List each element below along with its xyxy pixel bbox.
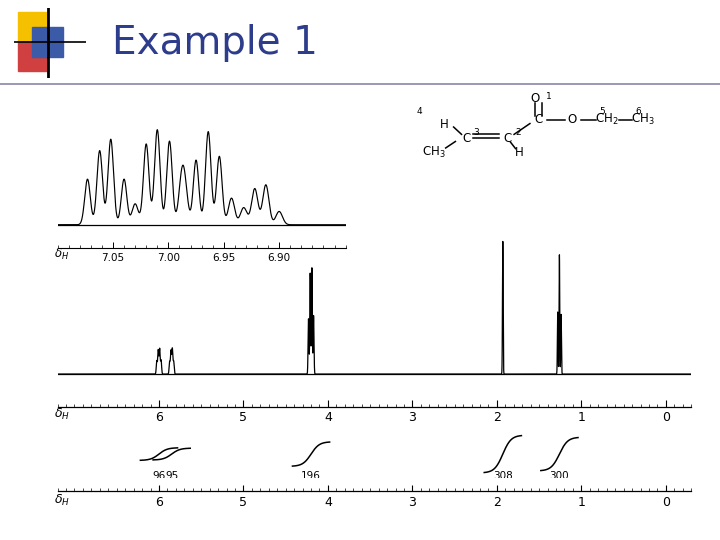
Text: O: O	[530, 92, 539, 105]
Bar	[32, 27, 63, 57]
Text: H: H	[440, 118, 449, 131]
Text: 6: 6	[635, 107, 641, 116]
Text: $\delta_H$: $\delta_H$	[54, 247, 69, 262]
Text: Example 1: Example 1	[112, 24, 318, 62]
Text: 3: 3	[473, 127, 479, 137]
Text: O: O	[568, 113, 577, 126]
Text: CH$_3$: CH$_3$	[631, 112, 654, 127]
Text: 300: 300	[549, 471, 570, 481]
Text: 4: 4	[417, 107, 422, 116]
Text: 5: 5	[599, 107, 605, 116]
Bar	[18, 12, 48, 42]
Bar	[18, 42, 48, 71]
Text: 196: 196	[301, 471, 321, 481]
Text: C: C	[462, 132, 470, 145]
Text: H: H	[515, 146, 523, 159]
Text: $\delta_H$: $\delta_H$	[54, 407, 70, 422]
Text: 96: 96	[153, 471, 166, 481]
Text: 2: 2	[515, 129, 521, 137]
Text: C: C	[503, 132, 512, 145]
Text: $\delta_H$: $\delta_H$	[54, 493, 70, 508]
Text: 308: 308	[493, 471, 513, 481]
Text: CH$_2$: CH$_2$	[595, 112, 618, 127]
Text: C: C	[534, 113, 542, 126]
Text: 1: 1	[546, 92, 552, 100]
Text: CH$_3$: CH$_3$	[422, 145, 446, 160]
Text: 95: 95	[165, 471, 179, 481]
